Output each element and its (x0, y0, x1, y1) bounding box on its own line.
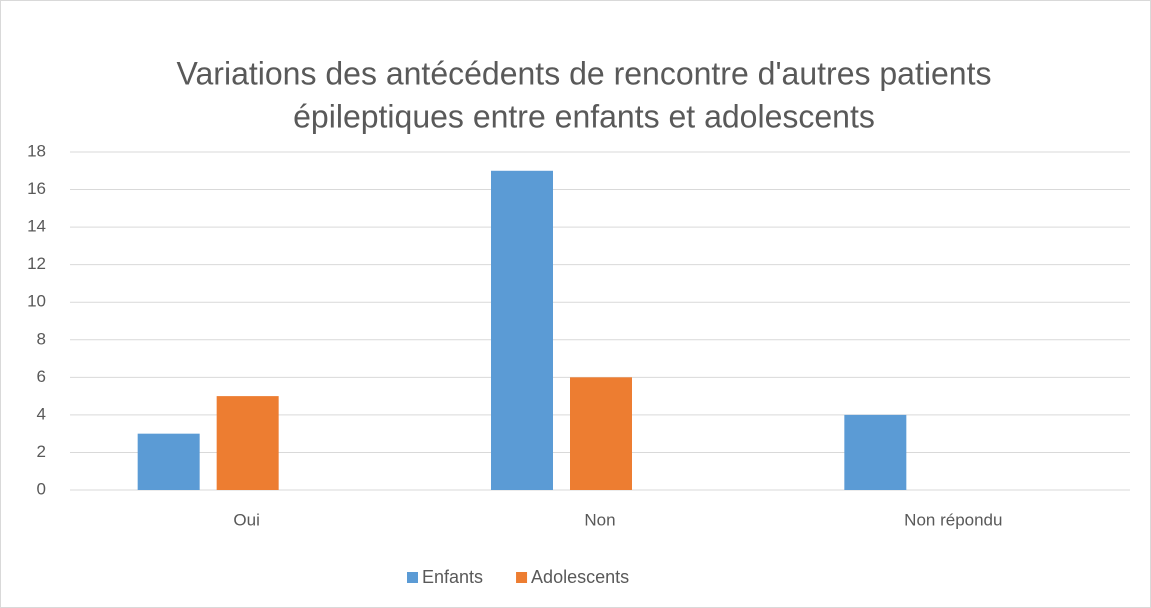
y-tick-label: 12 (27, 254, 46, 273)
y-tick-label: 2 (37, 442, 46, 461)
legend-label: Adolescents (531, 567, 629, 587)
bar (844, 414, 907, 490)
legend-swatch (407, 572, 418, 583)
x-tick-label: Non répondu (904, 510, 1002, 529)
y-tick-label: 0 (37, 479, 46, 498)
y-tick-label: 6 (37, 367, 46, 386)
bar (216, 396, 279, 490)
y-tick-label: 10 (27, 292, 46, 311)
x-tick-label: Non (584, 510, 615, 529)
chart-title: Variations des antécédents de rencontre … (177, 55, 992, 91)
y-tick-label: 4 (37, 404, 46, 423)
y-tick-label: 14 (27, 217, 46, 236)
bar (137, 433, 200, 490)
legend-swatch (516, 572, 528, 583)
bar (491, 170, 553, 490)
legend-label: Enfants (422, 567, 483, 587)
y-tick-label: 16 (27, 179, 46, 198)
y-tick-label: 8 (37, 329, 46, 348)
x-tick-label: Oui (233, 510, 259, 529)
y-tick-label: 18 (27, 141, 46, 160)
bar (570, 377, 632, 490)
chart-title: épileptiques entre enfants et adolescent… (293, 98, 875, 134)
